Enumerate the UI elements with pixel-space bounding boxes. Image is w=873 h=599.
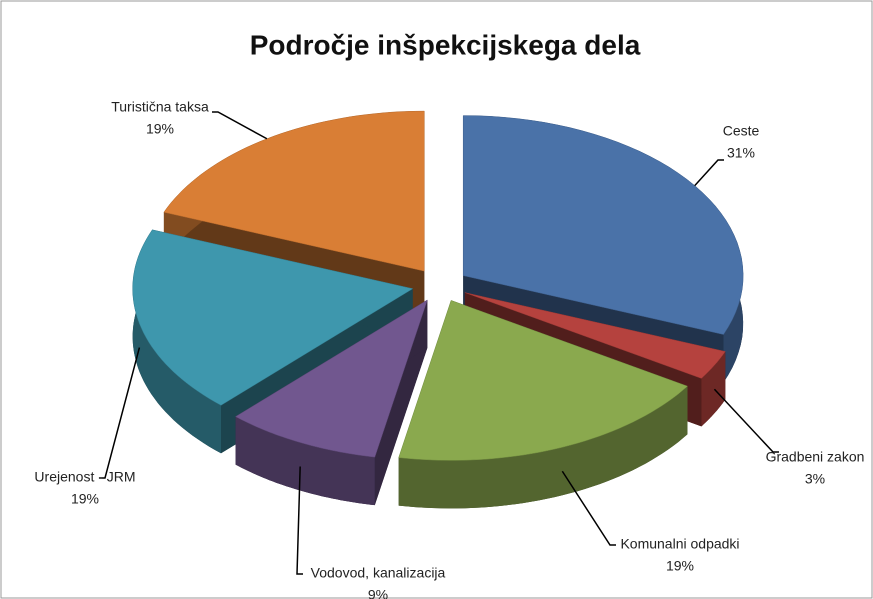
data-label-name: Komunalni odpadki bbox=[620, 536, 739, 552]
slice-top bbox=[163, 110, 425, 272]
data-label-value: 19% bbox=[146, 121, 174, 137]
slice-top bbox=[462, 115, 744, 335]
slice bbox=[398, 300, 688, 509]
data-label-name: Vodovod, kanalizacija bbox=[311, 565, 446, 581]
slice-top bbox=[132, 229, 414, 406]
data-label-name: Ceste bbox=[723, 123, 760, 139]
data-label-value: 31% bbox=[727, 145, 755, 161]
slice bbox=[132, 229, 414, 454]
slice bbox=[235, 299, 428, 506]
data-label-value: 9% bbox=[368, 587, 388, 599]
leader-line bbox=[99, 347, 141, 479]
leader-line bbox=[561, 470, 616, 546]
data-label-name: Turistična taksa bbox=[111, 99, 209, 115]
slice-top bbox=[398, 300, 688, 461]
slice-rim bbox=[701, 351, 726, 427]
leader-line bbox=[713, 388, 779, 453]
data-label-value: 3% bbox=[805, 471, 825, 487]
leader-line bbox=[296, 466, 303, 575]
slice-top bbox=[235, 299, 428, 458]
slice-rim bbox=[132, 229, 221, 454]
leader-line bbox=[694, 159, 724, 187]
slice-rim bbox=[398, 386, 688, 509]
leader-line bbox=[212, 111, 268, 140]
slice-rim bbox=[235, 416, 375, 506]
slice-top bbox=[464, 292, 726, 379]
data-label-value: 19% bbox=[666, 558, 694, 574]
data-label-name: Urejenost - JRM bbox=[34, 469, 135, 485]
data-label-name: Gradbeni zakon bbox=[766, 449, 865, 465]
chart-title: Področje inšpekcijskega dela bbox=[250, 29, 641, 60]
data-label-value: 19% bbox=[71, 491, 99, 507]
